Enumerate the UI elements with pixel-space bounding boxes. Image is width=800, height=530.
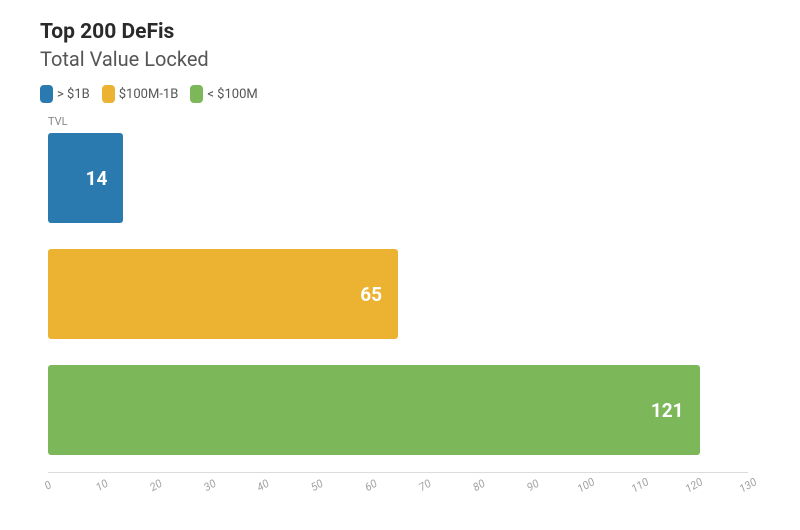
x-axis-tick: 130: [737, 476, 759, 496]
x-axis-tick: 0: [42, 479, 54, 493]
x-axis-tick: 70: [416, 477, 433, 494]
legend-item: > $1B: [40, 85, 90, 103]
chart-subtitle: Total Value Locked: [40, 47, 760, 71]
legend: > $1B $100M-1B < $100M: [40, 85, 760, 103]
bars-container: 14 65 121: [48, 133, 748, 473]
legend-swatch: [190, 85, 203, 103]
x-axis-tick: 50: [309, 477, 326, 494]
legend-item: $100M-1B: [102, 85, 179, 103]
chart-header: Top 200 DeFis Total Value Locked: [40, 20, 760, 71]
bar: 14: [48, 133, 123, 223]
bar-value-label: 65: [360, 283, 382, 306]
x-axis-tick: 120: [683, 476, 705, 496]
legend-swatch: [40, 85, 53, 103]
x-axis: 0102030405060708090100110120130: [48, 479, 748, 509]
bar-row: 14: [48, 133, 123, 223]
x-axis-tick: 110: [629, 476, 651, 496]
bar-row: 121: [48, 365, 700, 455]
y-axis-category-label: TVL: [48, 115, 68, 128]
bar-value-label: 14: [86, 167, 108, 190]
x-axis-tick: 20: [147, 477, 164, 494]
x-axis-tick: 40: [255, 477, 272, 494]
chart-area: TVL 1465121 0102030405060708090100110120…: [48, 133, 748, 509]
legend-item: < $100M: [190, 85, 257, 103]
x-axis-tick: 60: [363, 477, 380, 494]
x-axis-tick: 30: [201, 477, 218, 494]
bar-value-label: 121: [651, 399, 684, 422]
x-axis-tick: 100: [575, 476, 597, 496]
x-axis-tick: 80: [470, 477, 487, 494]
legend-label: > $1B: [57, 87, 90, 102]
x-axis-tick: 10: [93, 477, 110, 494]
legend-swatch: [102, 85, 115, 103]
bar-row: 65: [48, 249, 398, 339]
legend-label: $100M-1B: [119, 87, 179, 102]
bar: 65: [48, 249, 398, 339]
chart-title: Top 200 DeFis: [40, 20, 760, 45]
legend-label: < $100M: [207, 87, 257, 102]
bar: 121: [48, 365, 700, 455]
x-axis-tick: 90: [524, 477, 541, 494]
